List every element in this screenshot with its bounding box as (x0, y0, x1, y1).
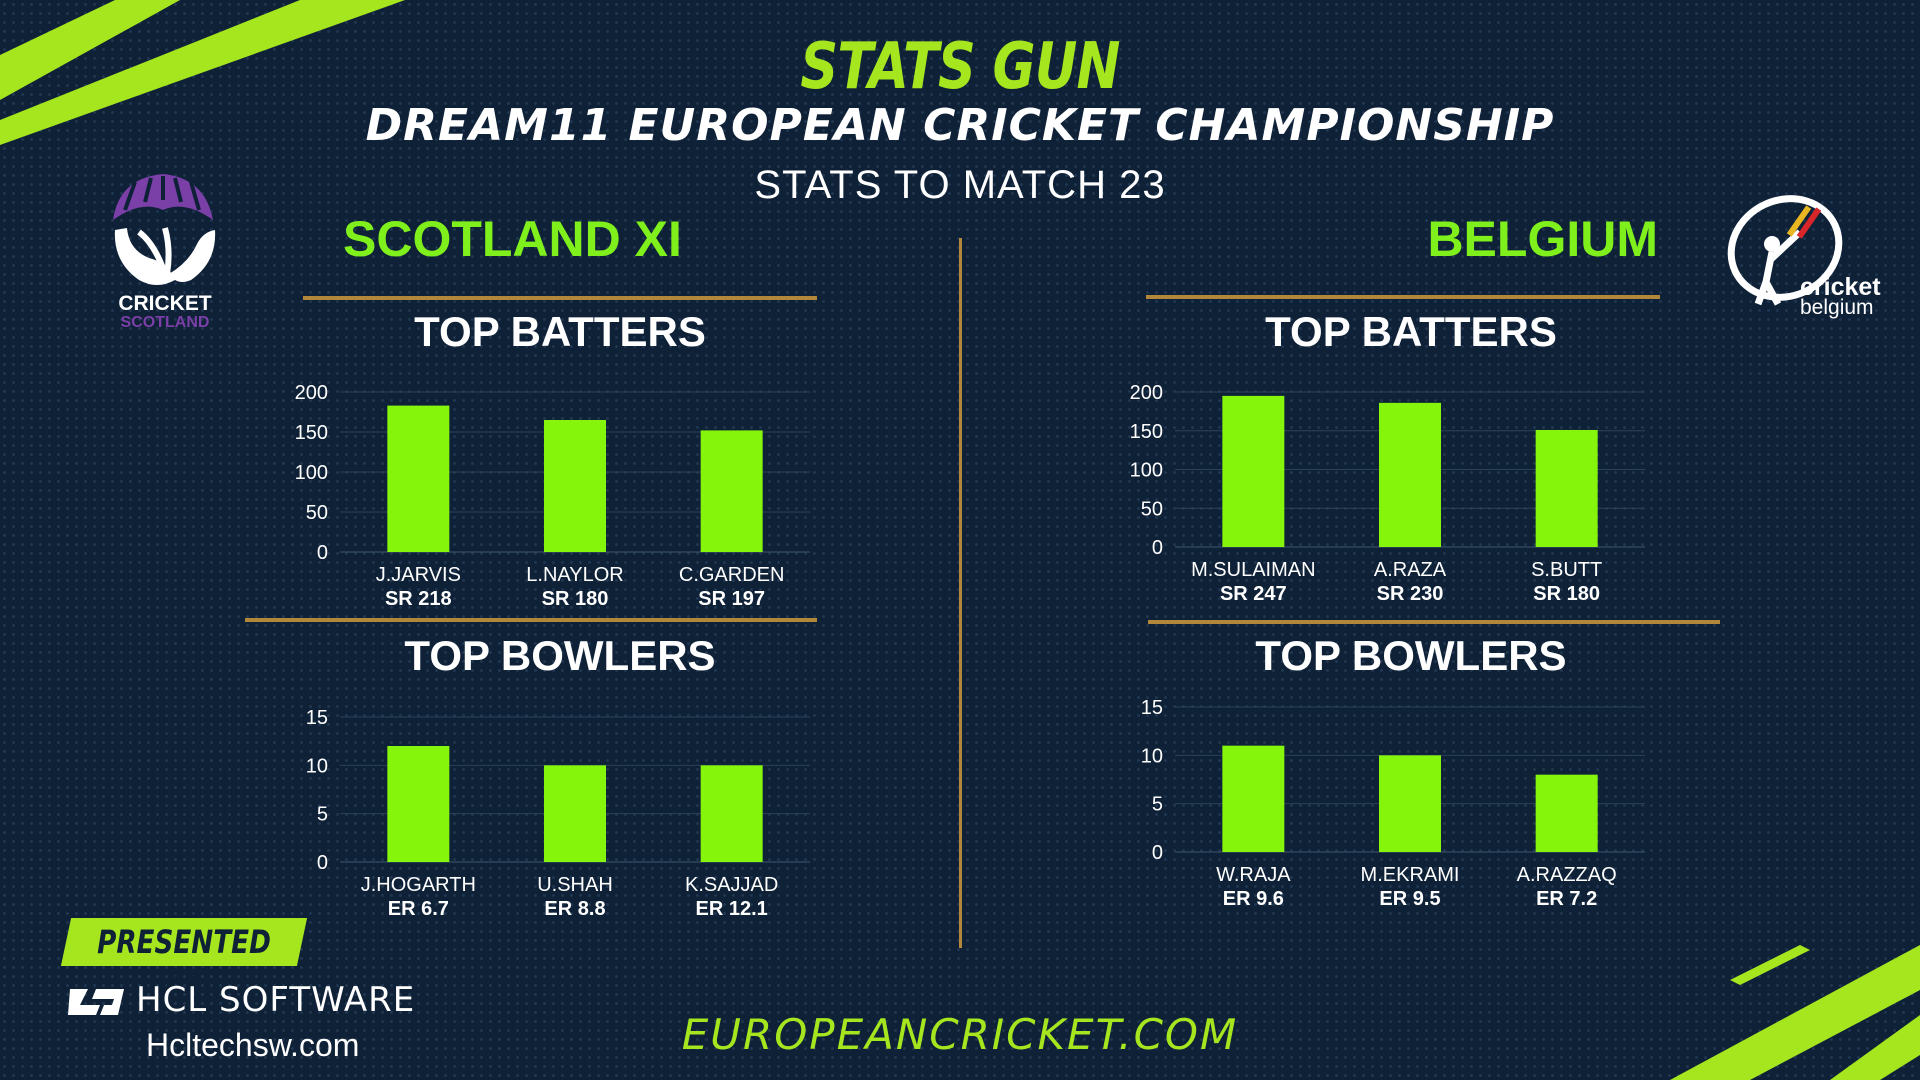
cricket-scotland-sublabel: SCOTLAND (120, 314, 210, 331)
bar (544, 420, 606, 552)
x-tick-label: M.SULAIMAN (1191, 559, 1315, 581)
bar-stat-label: ER 6.7 (388, 898, 449, 920)
y-tick-label: 10 (1141, 745, 1163, 767)
y-tick-label: 150 (1130, 421, 1163, 443)
y-tick-label: 15 (1141, 697, 1163, 719)
bar (387, 405, 450, 552)
cricket-scotland-thistle-icon (113, 174, 216, 285)
y-tick-label: 200 (295, 382, 328, 404)
x-tick-label: A.RAZZAQ (1517, 864, 1617, 886)
bar (387, 746, 450, 862)
presented-by-label: PRESENTED BY (97, 923, 271, 999)
bar (1535, 429, 1598, 547)
bar-stat-label: ER 9.5 (1379, 888, 1440, 910)
left-mid-rule (245, 618, 817, 622)
bar (700, 430, 763, 552)
top-left-streaks (0, 0, 405, 145)
bar (544, 765, 606, 862)
y-tick-label: 5 (1152, 794, 1163, 816)
y-tick-label: 100 (295, 462, 328, 484)
x-tick-label: J.JARVIS (376, 564, 461, 586)
y-tick-label: 150 (295, 422, 328, 444)
x-tick-label: C.GARDEN (679, 564, 785, 586)
bar-stat-label: ER 8.8 (544, 898, 605, 920)
cricket-belgium-sublabel: belgium (1800, 296, 1874, 319)
x-tick-label: W.RAJA (1216, 864, 1291, 886)
bar-stat-label: ER 12.1 (696, 898, 768, 920)
cricket-belgium-batter-icon (1727, 195, 1843, 306)
bar-stat-label: ER 7.2 (1536, 888, 1597, 910)
bar (1535, 774, 1598, 852)
right-top-rule (1146, 295, 1660, 299)
sponsor-name: HCL SOFTWARE (136, 980, 416, 1020)
bar-stat-label: SR 197 (698, 588, 765, 610)
cricket-scotland-label: CRICKET (118, 292, 212, 315)
x-tick-label: U.SHAH (537, 874, 613, 896)
belgium-batters-title: TOP BATTERS (1265, 308, 1557, 355)
bar-stat-label: SR 230 (1377, 583, 1444, 605)
y-tick-label: 50 (1141, 498, 1163, 520)
cricket-belgium-label: cricket (1800, 273, 1881, 301)
bar (700, 765, 763, 862)
left-top-rule (303, 296, 817, 300)
y-tick-label: 0 (317, 542, 328, 564)
sponsor-url[interactable]: Hcltechsw.com (146, 1027, 360, 1063)
center-divider (959, 238, 962, 948)
team-name-belgium: BELGIUM (1427, 211, 1658, 267)
y-tick-label: 5 (317, 804, 328, 826)
bar-stat-label: ER 9.6 (1223, 888, 1284, 910)
scotland-bowlers-title: TOP BOWLERS (404, 632, 716, 679)
bar-stat-label: SR 247 (1220, 583, 1287, 605)
x-tick-label: S.BUTT (1531, 559, 1602, 581)
main-title: STATS GUN (800, 30, 1120, 104)
bottom-right-streaks (1670, 945, 1920, 1080)
bar (1379, 402, 1441, 547)
championship-title: DREAM11 EUROPEAN CRICKET CHAMPIONSHIP (365, 100, 1555, 151)
website-link[interactable]: EUROPEANCRICKET.COM (681, 1010, 1239, 1059)
x-tick-label: K.SAJJAD (685, 874, 778, 896)
bar (1222, 395, 1285, 547)
x-tick-label: J.HOGARTH (361, 874, 476, 896)
y-tick-label: 50 (306, 502, 328, 524)
y-tick-label: 0 (317, 852, 328, 874)
y-tick-label: 200 (1130, 382, 1163, 404)
y-tick-label: 100 (1130, 460, 1163, 482)
belgium-bowlers-title: TOP BOWLERS (1255, 632, 1567, 679)
x-tick-label: A.RAZA (1374, 559, 1447, 581)
bar (1379, 755, 1441, 852)
y-tick-label: 10 (306, 755, 328, 777)
bar-stat-label: SR 218 (385, 588, 452, 610)
bar (1222, 745, 1285, 852)
stats-subtitle: STATS TO MATCH 23 (754, 163, 1166, 207)
bar-stat-label: SR 180 (542, 588, 609, 610)
y-tick-label: 0 (1152, 537, 1163, 559)
x-tick-label: M.EKRAMI (1361, 864, 1460, 886)
y-tick-label: 15 (306, 707, 328, 729)
scotland-batters-title: TOP BATTERS (414, 308, 706, 355)
right-mid-rule (1148, 620, 1720, 624)
y-tick-label: 0 (1152, 842, 1163, 864)
hcl-logo-icon (68, 989, 124, 1015)
team-name-scotland: SCOTLAND XI (343, 211, 682, 267)
x-tick-label: L.NAYLOR (526, 564, 623, 586)
bar-stat-label: SR 180 (1533, 583, 1600, 605)
